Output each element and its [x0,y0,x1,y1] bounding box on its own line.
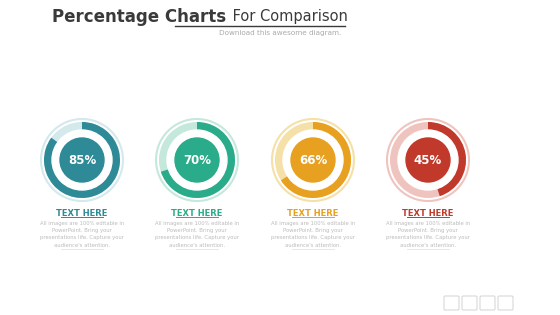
Wedge shape [161,122,235,198]
Text: 70%: 70% [183,153,211,167]
Circle shape [60,138,104,182]
Text: For Comparison: For Comparison [228,9,348,25]
Circle shape [52,130,112,190]
FancyBboxPatch shape [444,296,459,310]
Wedge shape [275,122,351,198]
Text: 66%: 66% [299,153,327,167]
FancyBboxPatch shape [498,296,513,310]
Circle shape [283,130,343,190]
Wedge shape [428,122,466,196]
FancyBboxPatch shape [462,296,477,310]
FancyBboxPatch shape [480,296,495,310]
Circle shape [167,130,227,190]
Wedge shape [44,122,120,198]
Text: All images are 100% editable in
PowerPoint. Bring your
presentations life. Captu: All images are 100% editable in PowerPoi… [271,221,355,248]
Wedge shape [159,122,235,198]
Text: Download this awesome diagram.: Download this awesome diagram. [219,30,341,36]
Circle shape [175,138,219,182]
Text: 85%: 85% [68,153,96,167]
Wedge shape [390,122,466,198]
Text: TEXT HERE: TEXT HERE [287,209,339,217]
Circle shape [398,130,458,190]
Circle shape [291,138,335,182]
Text: Percentage Charts: Percentage Charts [52,8,226,26]
Text: All images are 100% editable in
PowerPoint. Bring your
presentations life. Captu: All images are 100% editable in PowerPoi… [155,221,239,248]
Text: TEXT HERE: TEXT HERE [402,209,454,217]
Wedge shape [44,122,120,198]
Wedge shape [281,122,351,198]
Circle shape [406,138,450,182]
Text: TEXT HERE: TEXT HERE [57,209,108,217]
Text: All images are 100% editable in
PowerPoint. Bring your
presentations life. Captu: All images are 100% editable in PowerPoi… [40,221,124,248]
Text: TEXT HERE: TEXT HERE [171,209,223,217]
Text: 45%: 45% [414,153,442,167]
Text: All images are 100% editable in
PowerPoint. Bring your
presentations life. Captu: All images are 100% editable in PowerPoi… [386,221,470,248]
